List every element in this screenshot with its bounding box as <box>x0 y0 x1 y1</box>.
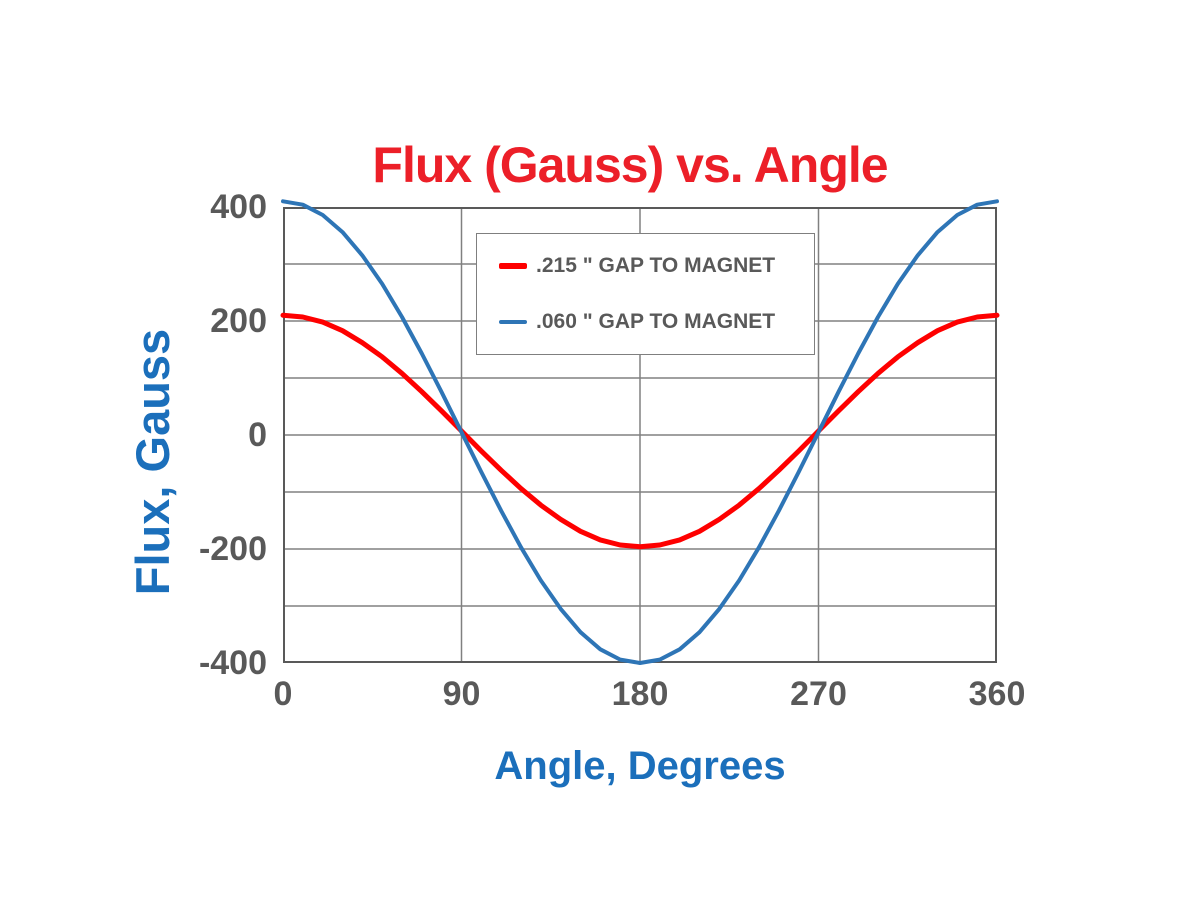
y-tick-label: 0 <box>248 416 267 454</box>
legend-item-label: .060 " GAP TO MAGNET <box>536 310 776 333</box>
y-tick-label: -200 <box>198 530 267 568</box>
legend: .215 " GAP TO MAGNET .060 " GAP TO MAGNET <box>476 233 815 355</box>
y-tick-label: 200 <box>210 302 267 340</box>
legend-line-swatch <box>499 263 527 269</box>
series-line-1 <box>281 199 999 665</box>
y-axis-title: Flux, Gauss <box>126 328 179 596</box>
chart-title: Flux (Gauss) vs. Angle <box>372 137 888 193</box>
series-line-0 <box>280 312 1000 550</box>
x-tick-label: 270 <box>790 675 847 713</box>
x-tick-label: 90 <box>442 675 481 713</box>
x-tick-label: 360 <box>968 675 1026 713</box>
y-tick-label: 400 <box>210 188 267 226</box>
legend-item: .060 " GAP TO MAGNET <box>499 310 814 334</box>
legend-item-label: .215 " GAP TO MAGNET <box>536 254 776 277</box>
x-tick-label: 180 <box>611 675 669 713</box>
x-tick-label: 0 <box>273 675 293 713</box>
legend-item: .215 " GAP TO MAGNET <box>499 254 814 278</box>
legend-line-swatch <box>499 320 527 324</box>
x-axis-title: Angle, Degrees <box>494 744 786 788</box>
y-tick-label: -400 <box>198 644 267 682</box>
